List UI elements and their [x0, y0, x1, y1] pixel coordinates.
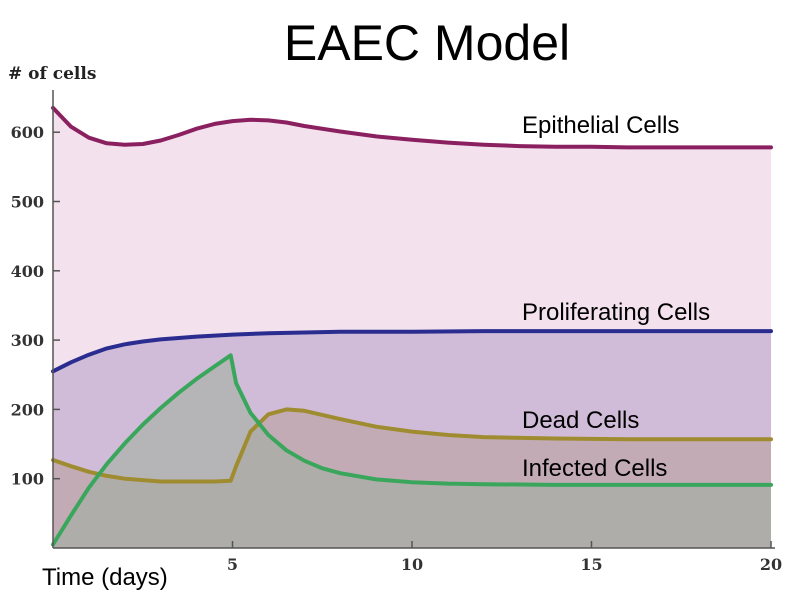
x-tick-label: 20 [760, 555, 782, 574]
y-axis-label: # of cells [8, 64, 96, 84]
infected-cells-line [51, 353, 773, 547]
label-dead-cells: Dead Cells [522, 407, 639, 434]
epithelial-cells-line [51, 105, 773, 150]
label-epithelial-cells: Epithelial Cells [522, 112, 679, 139]
y-tick-label: 400 [11, 262, 44, 281]
y-tick-label: 500 [11, 193, 44, 212]
y-ticks: 100 200 300 400 500 600 [11, 123, 60, 489]
label-infected-cells: Infected Cells [522, 455, 667, 482]
infected-cells-area [53, 355, 771, 548]
x-axis-label: Time (days) [42, 564, 168, 591]
y-tick-label: 100 [11, 470, 44, 489]
y-tick-label: 300 [11, 331, 44, 350]
series-lines [51, 105, 773, 547]
x-tick-label: 15 [580, 555, 602, 574]
chart-title: EAEC Model [284, 15, 570, 71]
y-tick-label: 600 [11, 123, 44, 142]
proliferating-cells-line [51, 329, 773, 374]
y-tick-label: 200 [11, 400, 44, 419]
x-tick-label: 5 [227, 555, 238, 574]
x-ticks: 5 10 15 20 [227, 541, 782, 574]
x-tick-label: 10 [401, 555, 423, 574]
label-proliferating-cells: Proliferating Cells [522, 299, 710, 326]
series-labels: Epithelial Cells Proliferating Cells Dea… [522, 112, 710, 482]
area-fills [53, 107, 771, 549]
